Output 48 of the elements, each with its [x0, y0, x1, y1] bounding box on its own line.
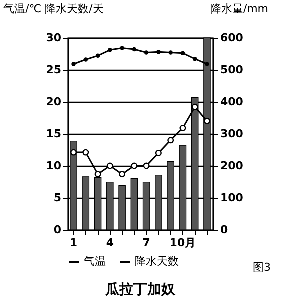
point	[120, 46, 124, 50]
point	[204, 118, 210, 124]
point	[70, 149, 78, 156]
y-tick-label: 20	[46, 96, 62, 108]
y-tick-label: 5	[54, 192, 62, 204]
point	[119, 171, 126, 178]
y-tick-label: 25	[46, 64, 62, 76]
x-tick-label: 4	[106, 236, 114, 250]
legend-label: 降水天数	[135, 255, 179, 268]
y-tick-label: 0	[54, 224, 62, 236]
point	[96, 54, 100, 58]
point	[156, 50, 161, 54]
point	[192, 104, 198, 110]
point	[131, 162, 138, 170]
point	[106, 162, 114, 170]
point	[84, 58, 88, 62]
caption: 图3	[253, 261, 271, 274]
text: 瓜拉丁加奴	[104, 281, 176, 298]
y-axis-title: 气温/℃ 降水天数/天	[4, 2, 104, 16]
y-tick-label: 15	[46, 128, 62, 140]
point	[180, 51, 186, 56]
point	[132, 47, 137, 52]
y2-axis-title: 降水量/mm	[210, 2, 268, 16]
point	[72, 62, 76, 66]
y2-tick-label: 100	[220, 192, 244, 204]
y-tick-label: 30	[46, 32, 62, 44]
y-tick-label: 10	[46, 160, 62, 172]
point	[180, 125, 186, 132]
point	[155, 150, 162, 156]
y2-tick-label: 300	[220, 128, 244, 140]
point	[168, 50, 173, 55]
point	[94, 171, 102, 178]
point	[192, 57, 198, 62]
legend-label: 气温	[84, 255, 106, 268]
point	[144, 50, 149, 55]
point	[82, 149, 90, 156]
x-tick-label: 7	[142, 236, 150, 250]
x-tick-label: 1	[70, 236, 78, 250]
point	[143, 162, 150, 170]
y2-tick-label: 0	[220, 224, 228, 236]
y2-tick-label: 600	[220, 32, 244, 44]
point	[168, 137, 174, 144]
y2-tick-label: 200	[220, 160, 244, 172]
x-tick-label: 10月	[170, 236, 196, 250]
y2-tick-label: 500	[220, 64, 244, 76]
point	[108, 48, 112, 52]
point	[205, 62, 210, 66]
y2-tick-label: 400	[220, 96, 244, 108]
